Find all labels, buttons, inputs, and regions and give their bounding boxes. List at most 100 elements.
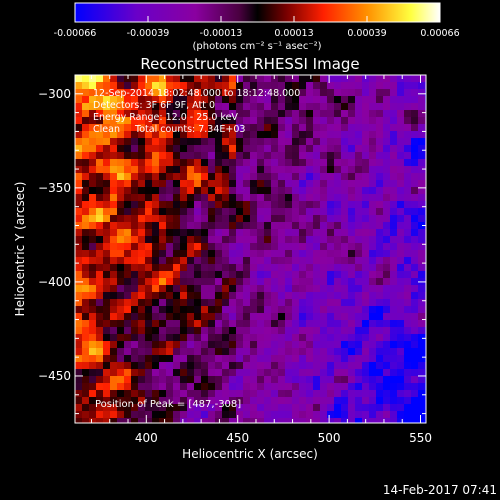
heatmap-cell <box>194 131 202 139</box>
heatmap-cell <box>397 383 405 391</box>
heatmap-cell <box>110 124 118 132</box>
heatmap-cell <box>320 376 328 384</box>
heatmap-cell <box>299 411 307 419</box>
heatmap-cell <box>376 278 384 286</box>
timestamp: 14-Feb-2017 07:41 <box>383 483 497 497</box>
heatmap-cell <box>117 243 125 251</box>
heatmap-cell <box>320 89 328 97</box>
heatmap-cell <box>166 82 174 90</box>
heatmap-cell <box>376 355 384 363</box>
heatmap-cell <box>271 208 279 216</box>
heatmap-cell <box>383 411 391 419</box>
heatmap-cell <box>271 194 279 202</box>
heatmap-cell <box>138 278 146 286</box>
heatmap-cell <box>285 397 293 405</box>
heatmap-cell <box>103 75 111 83</box>
heatmap-cell <box>243 250 251 258</box>
heatmap-cell <box>89 355 97 363</box>
heatmap-cell <box>278 362 286 370</box>
heatmap-cell <box>348 236 356 244</box>
heatmap-cell <box>124 243 132 251</box>
heatmap-cell <box>131 292 139 300</box>
heatmap-cell <box>215 285 223 293</box>
heatmap-cell <box>131 299 139 307</box>
heatmap-cell <box>264 145 272 153</box>
heatmap-cell <box>152 418 160 423</box>
heatmap-cell <box>138 229 146 237</box>
heatmap-cell <box>201 103 209 111</box>
heatmap-cell <box>166 124 174 132</box>
heatmap-cell <box>285 103 293 111</box>
heatmap-cell <box>383 201 391 209</box>
heatmap-cell <box>103 376 111 384</box>
heatmap-cell <box>222 285 230 293</box>
heatmap-cell <box>103 145 111 153</box>
heatmap-cell <box>341 208 349 216</box>
x-tick-label: 500 <box>318 431 341 445</box>
heatmap-cell <box>152 131 160 139</box>
heatmap-cell <box>110 250 118 258</box>
heatmap-cell <box>138 369 146 377</box>
heatmap-cell <box>229 159 237 167</box>
heatmap-cell <box>404 355 412 363</box>
heatmap-cell <box>404 271 412 279</box>
heatmap-cell <box>166 348 174 356</box>
heatmap-cell <box>411 418 419 423</box>
heatmap-cell <box>411 173 419 181</box>
heatmap-cell <box>278 215 286 223</box>
heatmap-cell <box>264 320 272 328</box>
heatmap-cell <box>187 152 195 160</box>
x-tick-label: 400 <box>135 431 158 445</box>
heatmap-cell <box>257 229 265 237</box>
heatmap-cell <box>376 327 384 335</box>
heatmap-cell <box>355 285 363 293</box>
heatmap-cell <box>355 82 363 90</box>
heatmap-cell <box>411 278 419 286</box>
heatmap-cell <box>82 271 90 279</box>
heatmap-cell <box>215 271 223 279</box>
heatmap-cell <box>187 369 195 377</box>
heatmap-cell <box>306 124 314 132</box>
heatmap-cell <box>180 257 188 265</box>
heatmap-cell <box>271 292 279 300</box>
heatmap-cell <box>278 341 286 349</box>
heatmap-cell <box>348 292 356 300</box>
heatmap-cell <box>89 152 97 160</box>
heatmap-cell <box>131 159 139 167</box>
heatmap-cell <box>264 215 272 223</box>
heatmap-cell <box>390 306 398 314</box>
heatmap-cell <box>313 236 321 244</box>
heatmap-cell <box>124 411 132 419</box>
heatmap-cell <box>110 397 118 405</box>
heatmap-cell <box>341 152 349 160</box>
heatmap-cell <box>194 355 202 363</box>
heatmap-cell <box>243 257 251 265</box>
heatmap-cell <box>229 173 237 181</box>
heatmap-cell <box>383 397 391 405</box>
heatmap-cell <box>278 222 286 230</box>
heatmap-cell <box>376 215 384 223</box>
heatmap-cell <box>180 404 188 412</box>
heatmap-cell <box>341 390 349 398</box>
heatmap-cell <box>75 124 83 132</box>
heatmap-cell <box>264 229 272 237</box>
heatmap-cell <box>397 131 405 139</box>
heatmap-cell <box>383 110 391 118</box>
heatmap-cell <box>348 152 356 160</box>
heatmap-cell <box>362 390 370 398</box>
heatmap-cell <box>96 334 104 342</box>
heatmap-cell <box>243 369 251 377</box>
heatmap-cell <box>320 166 328 174</box>
heatmap-cell <box>320 215 328 223</box>
heatmap-cell <box>103 411 111 419</box>
heatmap-cell <box>166 327 174 335</box>
heatmap-cell <box>187 82 195 90</box>
heatmap-cell <box>278 229 286 237</box>
heatmap-cell <box>341 173 349 181</box>
heatmap-cell <box>124 299 132 307</box>
heatmap-cell <box>208 369 216 377</box>
heatmap-cell <box>194 341 202 349</box>
heatmap-cell <box>229 306 237 314</box>
heatmap-cell <box>180 159 188 167</box>
heatmap-cell <box>348 243 356 251</box>
